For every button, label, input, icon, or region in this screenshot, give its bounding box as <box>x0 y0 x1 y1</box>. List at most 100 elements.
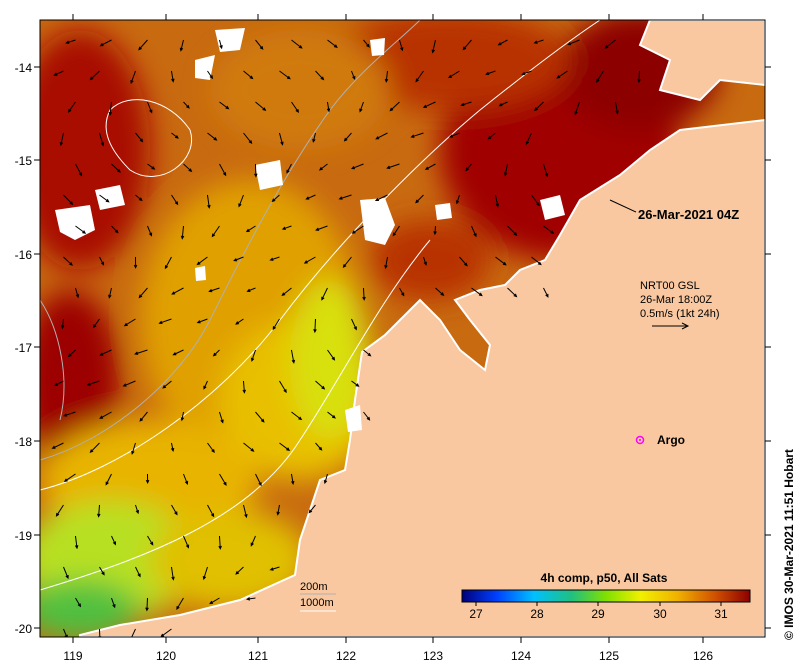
current-arrow-icon <box>399 287 405 297</box>
current-arrow-icon <box>171 194 179 206</box>
current-arrow-icon <box>315 380 326 390</box>
current-arrow-icon <box>637 70 641 84</box>
contour-200m-label: 200m <box>300 581 328 593</box>
current-arrow-icon <box>138 39 148 51</box>
current-arrow-icon <box>389 101 400 112</box>
current-arrow-icon <box>212 349 220 357</box>
current-arrow-icon <box>89 70 100 81</box>
colorbar-title: 4h comp, p50, All Sats <box>541 571 668 585</box>
current-arrow-icon <box>219 163 227 177</box>
current-arrow-icon <box>92 318 100 329</box>
current-arrow-icon <box>145 473 150 484</box>
current-arrow-icon <box>327 349 336 361</box>
current-arrow-icon <box>176 597 184 611</box>
current-arrow-icon <box>281 225 292 230</box>
current-arrow-icon <box>63 473 76 482</box>
current-arrow-icon <box>269 256 280 261</box>
current-arrow-icon <box>235 566 244 575</box>
current-arrow-icon <box>196 256 208 266</box>
current-arrow-icon <box>162 380 172 389</box>
current-arrow-icon <box>305 194 316 200</box>
current-arrow-icon <box>130 70 136 85</box>
current-arrow-icon <box>543 287 549 298</box>
current-arrow-icon <box>183 535 190 549</box>
imos-credit: © IMOS 30-Mar-2021 11:51 Hobart <box>782 449 796 640</box>
current-arrow-icon <box>435 287 445 296</box>
lat-tick-label: -14 <box>15 61 33 75</box>
current-arrow-icon <box>170 70 175 83</box>
lon-tick-label: 123 <box>423 649 443 663</box>
current-arrow-icon <box>183 101 190 109</box>
cloud-mask <box>55 28 565 432</box>
axis-ticks <box>34 14 771 643</box>
current-arrow-icon <box>291 411 303 421</box>
current-arrow-icon <box>303 256 316 264</box>
current-arrow-icon <box>375 132 388 140</box>
current-arrow-icon <box>422 101 436 108</box>
current-arrow-icon <box>281 287 292 297</box>
current-arrow-icon <box>290 473 295 486</box>
current-model-label: NRT00 GSL <box>640 280 700 292</box>
current-arrow-icon <box>255 101 267 111</box>
current-arrow-icon <box>279 70 291 80</box>
current-arrow-icon <box>75 163 83 177</box>
current-arrow-icon <box>207 132 218 141</box>
lon-axis: 119 120 121 122 123 124 125 126 <box>63 649 713 663</box>
current-arrow-icon <box>604 39 616 49</box>
current-legend: NRT00 GSL 26-Mar 18:00Z 0.5m/s (1kt 24h) <box>640 280 719 330</box>
plot-frame <box>39 19 766 638</box>
current-arrow-icon <box>498 101 508 107</box>
current-arrow-icon <box>596 70 604 83</box>
current-arrow-icon <box>460 101 472 107</box>
current-arrow-icon <box>63 566 69 580</box>
current-arrow-icon <box>415 70 424 83</box>
lat-tick-label: -19 <box>15 529 33 543</box>
current-arrow-icon <box>134 349 148 355</box>
current-arrow-icon <box>99 194 110 203</box>
current-arrow-icon <box>135 566 141 578</box>
current-arrow-icon <box>323 473 328 485</box>
lon-tick-label: 124 <box>511 649 531 663</box>
current-arrow-icon <box>122 380 136 387</box>
current-arrow-icon <box>533 39 544 44</box>
current-arrow-icon <box>135 504 140 515</box>
lon-tick-label: 121 <box>248 649 268 663</box>
lat-tick-label: -18 <box>15 435 33 449</box>
current-arrow-icon <box>75 597 82 608</box>
current-arrow-icon <box>574 101 580 116</box>
current-arrow-icon <box>243 442 255 452</box>
current-arrow-icon <box>363 411 371 421</box>
current-arrow-icon <box>147 225 153 237</box>
colorbar-tick-label: 29 <box>591 607 605 621</box>
current-arrow-icon <box>350 163 364 170</box>
current-arrow-icon <box>75 225 87 234</box>
current-arrow-icon <box>351 225 364 234</box>
argo-marker: Argo <box>635 433 685 447</box>
current-arrow-icon <box>209 597 220 605</box>
current-arrow-icon <box>207 70 214 80</box>
depth-contours <box>40 20 601 591</box>
current-arrow-icon <box>67 101 76 113</box>
current-arrow-icon <box>202 566 208 581</box>
current-arrow-icon <box>147 101 153 114</box>
current-arrow-icon <box>250 535 256 547</box>
current-arrow-icon <box>63 194 74 206</box>
current-arrow-icon <box>172 349 184 356</box>
current-arrow-icon <box>447 70 460 79</box>
current-arrow-icon <box>471 287 483 297</box>
current-arrow-icon <box>459 256 468 267</box>
current-arrow-icon <box>180 225 185 240</box>
lon-tick-label: 126 <box>693 649 713 663</box>
current-arrow-icon <box>386 163 400 169</box>
colorbar-tick-label: 31 <box>714 607 728 621</box>
current-arrow-icon <box>245 597 256 601</box>
colorbar-tick-label: 27 <box>469 607 483 621</box>
current-arrow-icon <box>392 225 400 237</box>
current-arrow-icon <box>374 194 388 202</box>
current-arrow-icon <box>63 256 73 266</box>
current-arrow-icon <box>384 256 388 270</box>
current-arrow-icon <box>238 194 244 208</box>
current-arrow-icon <box>291 39 303 49</box>
current-arrow-icon <box>219 411 224 424</box>
current-arrow-icon <box>272 318 280 331</box>
